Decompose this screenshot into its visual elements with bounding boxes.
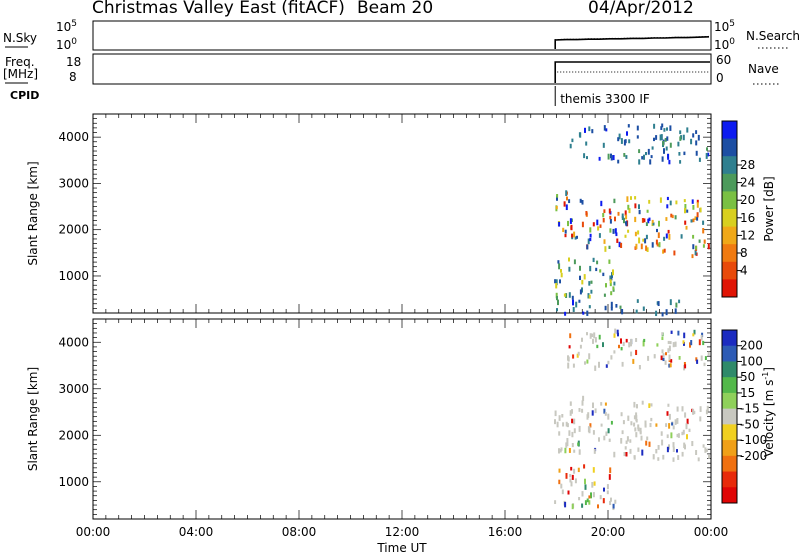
power-colorbar-tick-label: 8 xyxy=(740,246,748,260)
velocity-ytick-label: 2000 xyxy=(58,428,89,442)
noise-panel-frame xyxy=(92,20,712,51)
power-ytick-label: 4000 xyxy=(58,130,89,144)
velocity-colorbar-swatch xyxy=(722,424,737,441)
velocity-panel-frame xyxy=(92,318,712,520)
power-colorbar-swatch xyxy=(722,244,737,263)
velocity-colorbar-swatch xyxy=(722,392,737,410)
freq-panel-frame xyxy=(92,53,712,85)
date-label: 04/Apr/2012 xyxy=(588,0,694,18)
velocity-colorbar-tick-label: -15 xyxy=(740,402,760,416)
xtick-label: 04:00 xyxy=(179,525,214,539)
xtick-label: 00:00 xyxy=(694,525,729,539)
noise-tick-bottom-left: 100 xyxy=(56,37,77,52)
velocity-colorbar-swatch xyxy=(722,440,737,457)
velocity-colorbar-swatch xyxy=(722,377,737,394)
power-panel-frame xyxy=(92,113,712,314)
xtick-label: 08:00 xyxy=(282,525,317,539)
velocity-colorbar-swatch xyxy=(722,330,737,347)
power-colorbar-swatch xyxy=(722,138,737,157)
freq-right-label: Nave xyxy=(748,62,779,76)
velocity-colorbar-tick-label: 15 xyxy=(740,386,755,400)
power-colorbar-swatch xyxy=(722,209,737,228)
velocity-echoes xyxy=(554,328,710,511)
velocity-colorbar-tick-label: -50 xyxy=(740,417,760,431)
velocity-colorbar-tick-label: -200 xyxy=(740,449,767,463)
xtick-label: 16:00 xyxy=(488,525,523,539)
velocity-ylabel: Slant Range [km] xyxy=(26,367,40,471)
power-ytick-label: 2000 xyxy=(58,223,89,237)
velocity-colorbar-swatch xyxy=(722,361,737,378)
velocity-colorbar-tick-label: -100 xyxy=(740,433,767,447)
noise-series-n-sky xyxy=(554,36,710,50)
velocity-ytick-label: 3000 xyxy=(58,382,89,396)
power-colorbar-swatch xyxy=(722,173,737,192)
velocity-colorbar-swatch xyxy=(722,408,737,425)
noise-left-label: N.Sky xyxy=(3,31,37,45)
power-ytick-label: 3000 xyxy=(58,176,89,190)
noise-series-n-search xyxy=(554,35,710,50)
power-ytick-label: 1000 xyxy=(58,269,89,283)
power-colorbar-swatch xyxy=(722,121,737,140)
power-colorbar-tick-label: 24 xyxy=(740,176,755,190)
power-colorbar-frame xyxy=(721,120,738,298)
noise-tick-top-left: 105 xyxy=(56,19,77,34)
freq-tick-bottom-left: 8 xyxy=(69,70,77,84)
noise-right-label: N.Search xyxy=(746,29,800,43)
velocity-colorbar-label: Velocity [m s-1] xyxy=(761,367,776,457)
power-ylabel: Slant Range [km] xyxy=(26,161,40,265)
power-colorbar-tick-label: 20 xyxy=(740,193,755,207)
power-colorbar-swatch xyxy=(722,226,737,245)
velocity-colorbar-tick-label: 200 xyxy=(740,339,763,353)
velocity-colorbar-swatch xyxy=(722,471,737,488)
power-colorbar-tick-label: 12 xyxy=(740,228,755,242)
velocity-ytick-label: 1000 xyxy=(58,475,89,489)
xaxis-label: Time UT xyxy=(376,541,427,554)
velocity-ytick-label: 4000 xyxy=(58,335,89,349)
freq-series-line xyxy=(554,61,710,83)
freq-tick-bottom-right: 0 xyxy=(716,71,724,85)
power-colorbar-tick-label: 28 xyxy=(740,158,755,172)
cpid-text: themis 3300 IF xyxy=(560,92,650,106)
freq-unit-label: [MHz] xyxy=(3,67,38,81)
xtick-label: 20:00 xyxy=(591,525,626,539)
freq-left-label: Freq. xyxy=(5,55,35,69)
noise-tick-bottom-right: 100 xyxy=(714,37,735,52)
velocity-colorbar-swatch xyxy=(722,487,737,504)
velocity-colorbar-tick-label: 50 xyxy=(740,370,755,384)
xtick-label: 12:00 xyxy=(385,525,420,539)
xtick-label: 00:00 xyxy=(76,525,111,539)
power-colorbar-swatch xyxy=(722,261,737,280)
power-colorbar-tick-label: 16 xyxy=(740,211,755,225)
power-colorbar-swatch xyxy=(722,156,737,175)
cpid-label: CPID xyxy=(10,89,39,102)
velocity-colorbar-frame xyxy=(721,329,738,504)
power-echoes xyxy=(554,123,710,317)
power-colorbar-tick-label: 4 xyxy=(740,264,748,278)
power-colorbar-swatch xyxy=(722,279,737,298)
freq-tick-top-left: 18 xyxy=(66,55,81,69)
freq-tick-top-right: 60 xyxy=(716,53,731,67)
velocity-colorbar-swatch xyxy=(722,455,737,473)
velocity-colorbar-swatch xyxy=(722,345,737,362)
power-colorbar-swatch xyxy=(722,191,737,210)
power-colorbar-label: Power [dB] xyxy=(762,176,776,241)
beam-label: Beam 20 xyxy=(357,0,434,18)
velocity-colorbar-tick-label: 100 xyxy=(740,354,763,368)
plot-title: Christmas Valley East (fitACF) xyxy=(92,0,345,18)
noise-tick-top-right: 105 xyxy=(714,19,735,34)
